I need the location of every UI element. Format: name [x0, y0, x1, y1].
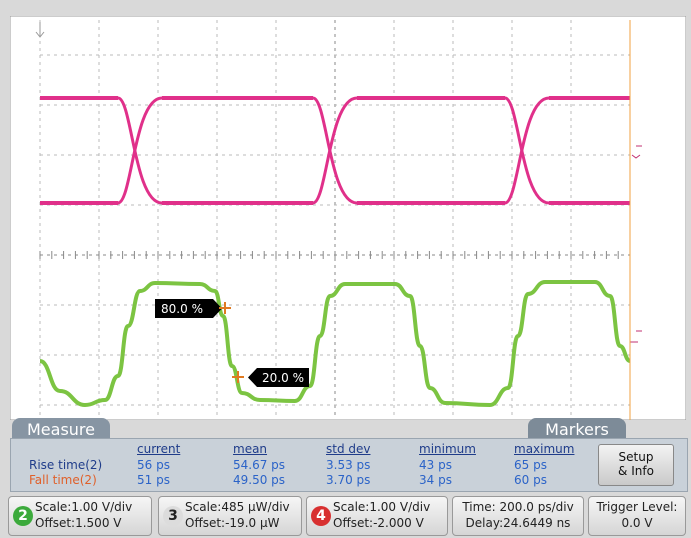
channel-scale: Scale:1.00 V/div: [333, 500, 431, 514]
channel-offset: Offset:1.500 V: [35, 516, 122, 530]
channel-offset: Offset:-19.0 µW: [185, 516, 280, 530]
marker-label: 80.0 %: [161, 302, 203, 316]
markers: 80.0 % 20.0 %: [35, 20, 642, 420]
trigger-label: Trigger Level:: [596, 500, 678, 514]
marker-label-bg: [155, 299, 213, 318]
row-label: Fall time(2): [29, 473, 97, 487]
waveforms: [39, 96, 631, 407]
measure-value: 51 ps: [137, 473, 170, 487]
column-header: mean: [233, 442, 268, 456]
marker-cross: [232, 371, 244, 383]
marker-label-bg: [257, 368, 309, 387]
eye-edge: [117, 96, 163, 205]
level-ticks: [630, 145, 642, 343]
trigger-box[interactable]: Trigger Level: 0.0 V: [588, 496, 686, 536]
channel-badge: 2: [13, 506, 33, 526]
measure-value: 56 ps: [137, 458, 170, 472]
button-line: & Info: [618, 464, 654, 478]
measure-value: 43 ps: [419, 458, 452, 472]
channel-box[interactable]: 3 Scale:485 µW/div Offset:-19.0 µW: [158, 496, 302, 536]
column-header: current: [137, 442, 181, 456]
column-header: maximum: [514, 442, 575, 456]
measure-value: 3.53 ps: [326, 458, 371, 472]
measure-value: 49.50 ps: [233, 473, 286, 487]
marker-label: 20.0 %: [262, 371, 304, 385]
measure-value: 54.67 ps: [233, 458, 286, 472]
signal-trace: [39, 280, 631, 407]
screen-bg: [10, 16, 686, 420]
channel-scale: Scale:485 µW/div: [185, 500, 290, 514]
measure-value: 34 ps: [419, 473, 452, 487]
measure-value: 60 ps: [514, 473, 547, 487]
setup-button[interactable]: Setup & Info: [598, 444, 674, 486]
marker-arrow: [213, 299, 222, 318]
marker-arrow: [248, 368, 257, 387]
time-scale: Time: 200.0 ps/div: [462, 500, 574, 514]
trigger-value: 0.0 V: [621, 516, 653, 530]
time-delay: Delay:24.6449 ns: [465, 516, 571, 530]
channel-box[interactable]: 4 Scale:1.00 V/div Offset:-2.000 V: [306, 496, 448, 536]
measure-value: 65 ps: [514, 458, 547, 472]
marker-cross: [219, 302, 231, 314]
time-box[interactable]: Time: 200.0 ps/div Delay:24.6449 ns: [452, 496, 584, 536]
measure-panel: current mean std dev minimum maximum Rise tim…: [10, 438, 688, 492]
column-header: minimum: [419, 442, 476, 456]
row-label: Rise time(2): [29, 458, 103, 472]
tab-markers[interactable]: Markers: [528, 418, 626, 440]
scope-screen: 80.0 % 20.0 %: [10, 16, 686, 420]
channel-box[interactable]: 2 Scale:1.00 V/div Offset:1.500 V: [8, 496, 152, 536]
eye-edge: [312, 96, 358, 205]
eye-edge: [504, 96, 550, 205]
tab-measure[interactable]: Measure: [12, 418, 110, 440]
channel-badge: 3: [163, 506, 183, 526]
measure-value: 3.70 ps: [326, 473, 371, 487]
trigger-pos: [35, 22, 45, 38]
channel-badge: 4: [311, 506, 331, 526]
channel-offset: Offset:-2.000 V: [333, 516, 424, 530]
column-header: std dev: [326, 442, 371, 456]
channel-scale: Scale:1.00 V/div: [35, 500, 133, 514]
button-line: Setup: [618, 450, 654, 464]
